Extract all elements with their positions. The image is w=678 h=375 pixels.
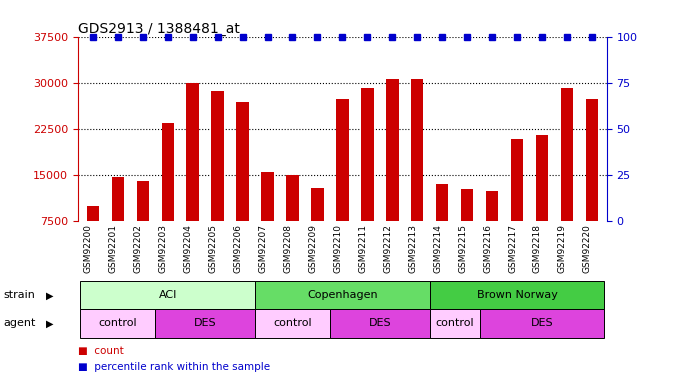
Text: ■  percentile rank within the sample: ■ percentile rank within the sample [78,363,270,372]
Text: GSM92207: GSM92207 [258,224,268,273]
Bar [87,206,99,267]
Text: GSM92208: GSM92208 [283,224,292,273]
Text: GSM92201: GSM92201 [109,224,118,273]
Bar [286,176,299,267]
Bar [486,190,498,267]
Bar [561,88,573,267]
Text: DES: DES [369,318,391,328]
Bar [261,172,274,267]
Bar [155,309,255,338]
Text: control: control [435,318,474,328]
Text: ▶: ▶ [46,290,54,300]
Bar [336,99,348,267]
Bar [411,78,424,267]
Text: GSM92204: GSM92204 [184,224,193,273]
Bar [81,281,255,309]
Text: GSM92210: GSM92210 [334,224,342,273]
Text: GSM92203: GSM92203 [159,224,167,273]
Text: GSM92216: GSM92216 [483,224,492,273]
Text: control: control [273,318,312,328]
Text: agent: agent [3,318,36,328]
Text: GSM92206: GSM92206 [234,224,243,273]
Text: ▶: ▶ [46,318,54,328]
Text: GSM92200: GSM92200 [84,224,93,273]
Text: GDS2913 / 1388481_at: GDS2913 / 1388481_at [78,22,240,36]
Text: Copenhagen: Copenhagen [307,290,378,300]
Bar [136,182,149,267]
Text: ■  count: ■ count [78,346,123,355]
Bar [311,188,323,267]
Text: GSM92219: GSM92219 [558,224,567,273]
Bar [255,281,430,309]
Text: GSM92212: GSM92212 [383,224,393,273]
Bar [511,139,523,267]
Text: control: control [98,318,137,328]
Text: GSM92205: GSM92205 [209,224,218,273]
Text: GSM92202: GSM92202 [134,224,143,273]
Bar [112,177,124,267]
Bar [186,83,199,267]
Text: GSM92213: GSM92213 [408,224,417,273]
Bar [386,78,399,267]
Bar [436,184,448,267]
Bar [212,92,224,267]
Bar [430,309,479,338]
Bar [479,309,604,338]
Text: GSM92211: GSM92211 [359,224,367,273]
Text: GSM92217: GSM92217 [508,224,517,273]
Text: Brown Norway: Brown Norway [477,290,557,300]
Text: GSM92218: GSM92218 [533,224,542,273]
Bar [255,309,330,338]
Bar [361,88,374,267]
Bar [430,281,604,309]
Bar [461,189,473,267]
Bar [161,123,174,267]
Bar [81,309,155,338]
Bar [237,102,249,267]
Text: strain: strain [3,290,35,300]
Text: ACI: ACI [159,290,177,300]
Text: DES: DES [531,318,553,328]
Text: GSM92215: GSM92215 [458,224,467,273]
Text: DES: DES [194,318,216,328]
Bar [536,135,549,267]
Text: GSM92214: GSM92214 [433,224,442,273]
Bar [586,99,598,267]
Bar [330,309,430,338]
Text: GSM92220: GSM92220 [583,224,592,273]
Text: GSM92209: GSM92209 [308,224,317,273]
